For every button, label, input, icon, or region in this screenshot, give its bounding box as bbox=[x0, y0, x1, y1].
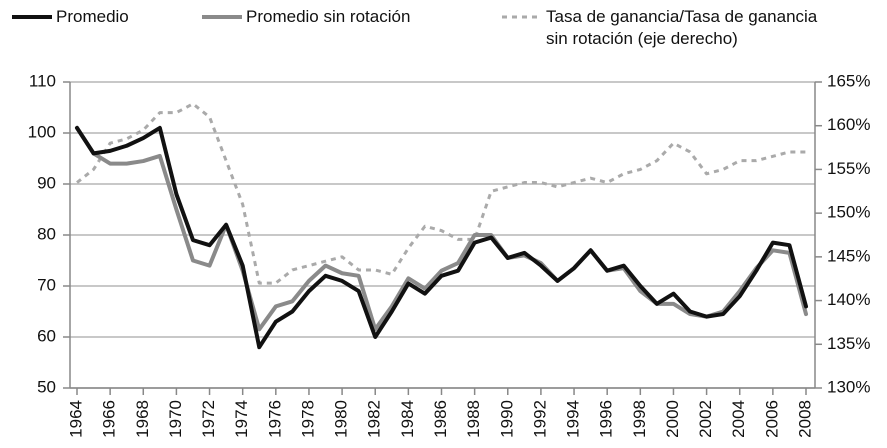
x-tick-label: 1978 bbox=[298, 400, 317, 438]
x-tick-label: 1976 bbox=[265, 400, 284, 438]
x-tick-label: 1984 bbox=[398, 400, 417, 438]
x-tick-label: 1972 bbox=[199, 400, 218, 438]
x-tick-label: 1974 bbox=[232, 400, 251, 438]
y2-tick-label: 130% bbox=[827, 377, 870, 396]
x-tick-label: 2008 bbox=[795, 400, 814, 438]
x-tick-label: 2006 bbox=[762, 400, 781, 438]
x-tick-label: 1988 bbox=[464, 400, 483, 438]
legend-item: Tasa de ganancia/Tasa de ganancia sin ro… bbox=[500, 6, 826, 50]
x-tick-label: 1996 bbox=[597, 400, 616, 438]
y2-tick-label: 140% bbox=[827, 290, 870, 309]
x-tick-label: 1968 bbox=[133, 400, 152, 438]
x-tick-label: 1998 bbox=[630, 400, 649, 438]
legend-label: Promedio bbox=[56, 7, 129, 26]
legend-item: Promedio bbox=[10, 6, 208, 28]
legend-label: Tasa de ganancia/Tasa de ganancia sin ro… bbox=[546, 7, 818, 48]
y-tick-label: 50 bbox=[37, 377, 56, 396]
x-tick-label: 1994 bbox=[564, 400, 583, 438]
y-tick-label: 60 bbox=[37, 326, 56, 345]
y-tick-label: 110 bbox=[29, 71, 56, 90]
y2-tick-label: 160% bbox=[827, 115, 870, 134]
x-tick-label: 1966 bbox=[100, 400, 119, 438]
y-tick-label: 70 bbox=[37, 275, 56, 294]
y2-tick-label: 155% bbox=[827, 159, 870, 178]
legend-swatch bbox=[502, 15, 542, 19]
x-tick-label: 1982 bbox=[365, 400, 384, 438]
x-tick-label: 2000 bbox=[663, 400, 682, 438]
legend: Promedio Promedio sin rotación Tasa de gan… bbox=[0, 0, 887, 70]
series-line bbox=[75, 125, 808, 350]
x-tick-label: 2002 bbox=[696, 400, 715, 438]
x-tick-label: 1970 bbox=[166, 400, 185, 438]
y-tick-label: 100 bbox=[28, 122, 56, 141]
x-tick-label: 2004 bbox=[729, 400, 748, 438]
legend-swatch bbox=[202, 15, 242, 19]
x-tick-label: 1992 bbox=[530, 400, 549, 438]
y2-tick-label: 150% bbox=[827, 203, 870, 222]
y-tick-label: 80 bbox=[37, 224, 56, 243]
y-tick-label: 90 bbox=[37, 173, 56, 192]
x-tick-label: 1980 bbox=[332, 400, 351, 438]
legend-label: Promedio sin rotación bbox=[246, 7, 411, 26]
y2-tick-label: 145% bbox=[827, 246, 870, 265]
y2-tick-label: 165% bbox=[827, 71, 870, 90]
series-line bbox=[76, 102, 806, 285]
y2-tick-label: 135% bbox=[827, 334, 870, 353]
legend-swatch bbox=[12, 15, 52, 19]
x-tick-label: 1986 bbox=[431, 400, 450, 438]
series-line bbox=[75, 125, 808, 332]
x-tick-label: 1964 bbox=[66, 400, 85, 438]
legend-item: Promedio sin rotación bbox=[200, 6, 528, 28]
x-tick-label: 1990 bbox=[497, 400, 516, 438]
